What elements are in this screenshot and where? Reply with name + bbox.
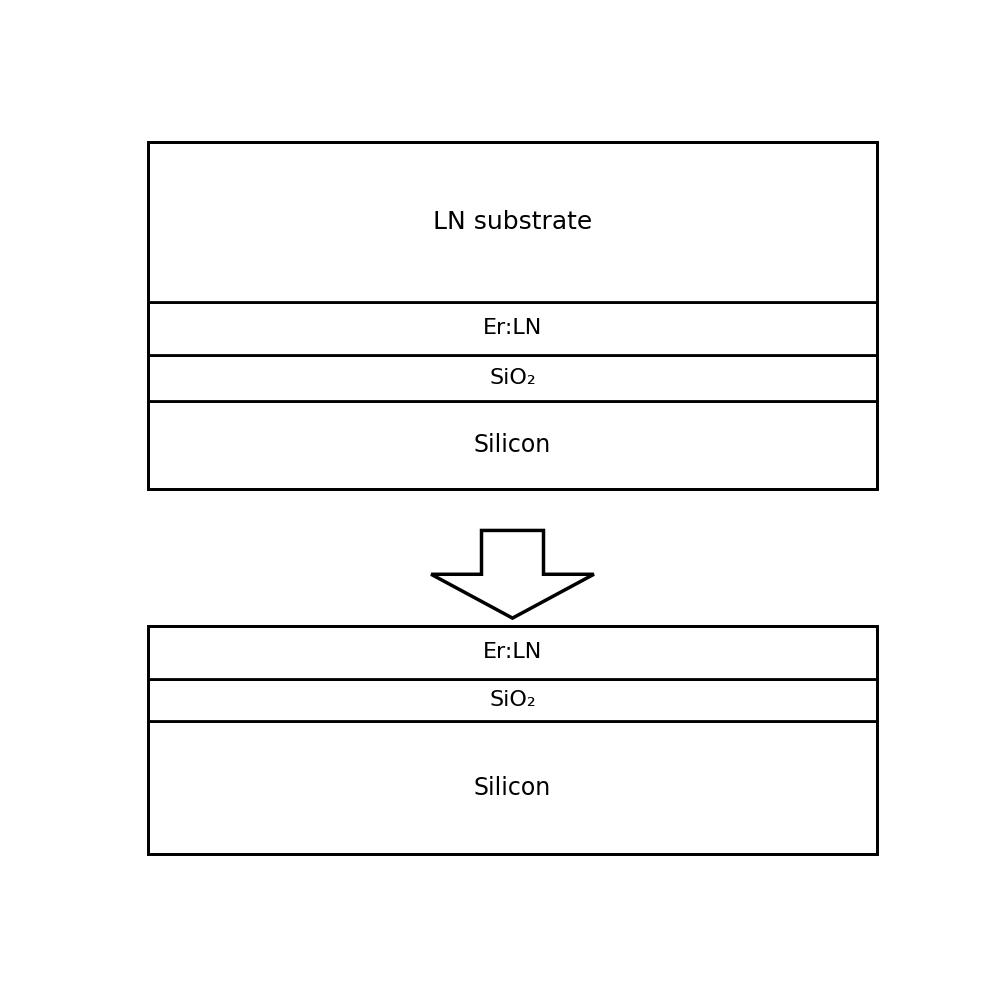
Bar (148, 142, 877, 488)
Text: Silicon: Silicon (474, 433, 551, 456)
Bar (148, 626, 877, 679)
Text: SiO₂: SiO₂ (489, 690, 536, 710)
Bar (148, 679, 877, 721)
Text: LN substrate: LN substrate (433, 210, 592, 234)
Bar (148, 142, 877, 302)
Bar (148, 721, 877, 854)
Text: Silicon: Silicon (474, 776, 551, 800)
Text: Er:LN: Er:LN (483, 319, 542, 339)
Text: SiO₂: SiO₂ (489, 368, 536, 388)
Bar (148, 302, 877, 355)
Bar (148, 626, 877, 854)
Bar (148, 401, 877, 488)
Polygon shape (431, 531, 594, 618)
Text: Er:LN: Er:LN (483, 643, 542, 662)
Bar (148, 355, 877, 401)
